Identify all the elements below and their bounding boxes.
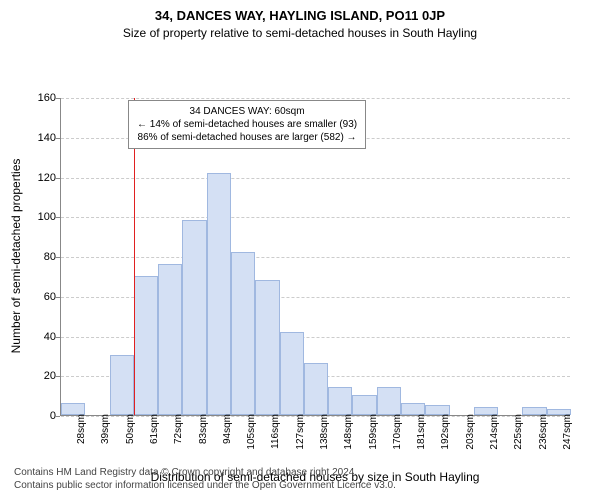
y-tick-mark: [55, 138, 60, 139]
x-tick-label: 61sqm: [149, 414, 160, 464]
gridline: [61, 178, 570, 179]
histogram-bar: [255, 280, 279, 415]
x-tick-label: 181sqm: [416, 414, 427, 464]
plot-area: 34 DANCES WAY: 60sqm← 14% of semi-detach…: [60, 98, 570, 416]
x-tick-label: 159sqm: [368, 414, 379, 464]
y-tick-label: 80: [30, 251, 56, 263]
x-tick-label: 83sqm: [198, 414, 209, 464]
x-tick-label: 148sqm: [343, 414, 354, 464]
x-tick-label: 203sqm: [465, 414, 476, 464]
x-tick-label: 138sqm: [319, 414, 330, 464]
x-tick-label: 116sqm: [270, 414, 281, 464]
x-tick-label: 39sqm: [100, 414, 111, 464]
y-tick-mark: [55, 178, 60, 179]
x-tick-label: 225sqm: [513, 414, 524, 464]
histogram-bar: [134, 276, 158, 415]
histogram-bar: [182, 220, 206, 415]
annotation-line: 34 DANCES WAY: 60sqm: [137, 105, 357, 118]
histogram-bar: [280, 332, 304, 415]
x-tick-label: 94sqm: [222, 414, 233, 464]
x-tick-label: 50sqm: [125, 414, 136, 464]
footer-attribution: Contains HM Land Registry data © Crown c…: [14, 467, 586, 492]
y-tick-label: 120: [30, 172, 56, 184]
y-tick-mark: [55, 297, 60, 298]
annotation-box: 34 DANCES WAY: 60sqm← 14% of semi-detach…: [128, 100, 366, 149]
gridline: [61, 257, 570, 258]
y-tick-label: 60: [30, 291, 56, 303]
annotation-line: 86% of semi-detached houses are larger (…: [137, 131, 357, 144]
y-tick-mark: [55, 376, 60, 377]
histogram-bar: [352, 395, 376, 415]
y-tick-label: 20: [30, 370, 56, 382]
x-tick-label: 105sqm: [246, 414, 257, 464]
histogram-bar: [207, 173, 231, 415]
x-tick-label: 247sqm: [562, 414, 573, 464]
annotation-line: ← 14% of semi-detached houses are smalle…: [137, 118, 357, 131]
y-tick-label: 40: [30, 331, 56, 343]
histogram-bar: [328, 387, 352, 415]
histogram-bar: [304, 363, 328, 415]
footer-line-2: Contains public sector information licen…: [14, 480, 586, 493]
y-tick-mark: [55, 217, 60, 218]
y-tick-mark: [55, 257, 60, 258]
y-axis-title: Number of semi-detached properties: [9, 97, 23, 415]
gridline: [61, 217, 570, 218]
x-tick-label: 127sqm: [295, 414, 306, 464]
footer-line-1: Contains HM Land Registry data © Crown c…: [14, 467, 586, 480]
x-tick-label: 72sqm: [173, 414, 184, 464]
x-tick-label: 236sqm: [538, 414, 549, 464]
x-tick-label: 28sqm: [76, 414, 87, 464]
histogram-bar: [158, 264, 182, 415]
x-tick-label: 214sqm: [489, 414, 500, 464]
y-tick-label: 160: [30, 92, 56, 104]
y-tick-mark: [55, 337, 60, 338]
x-tick-label: 170sqm: [392, 414, 403, 464]
histogram-bar: [231, 252, 255, 415]
page-title: 34, DANCES WAY, HAYLING ISLAND, PO11 0JP: [0, 0, 600, 23]
y-tick-mark: [55, 416, 60, 417]
x-tick-label: 192sqm: [440, 414, 451, 464]
y-tick-mark: [55, 98, 60, 99]
page-subtitle: Size of property relative to semi-detach…: [0, 23, 600, 40]
gridline: [61, 98, 570, 99]
y-tick-label: 100: [30, 211, 56, 223]
histogram-bar: [110, 355, 134, 415]
histogram-bar: [377, 387, 401, 415]
y-tick-label: 140: [30, 132, 56, 144]
y-tick-label: 0: [30, 410, 56, 422]
